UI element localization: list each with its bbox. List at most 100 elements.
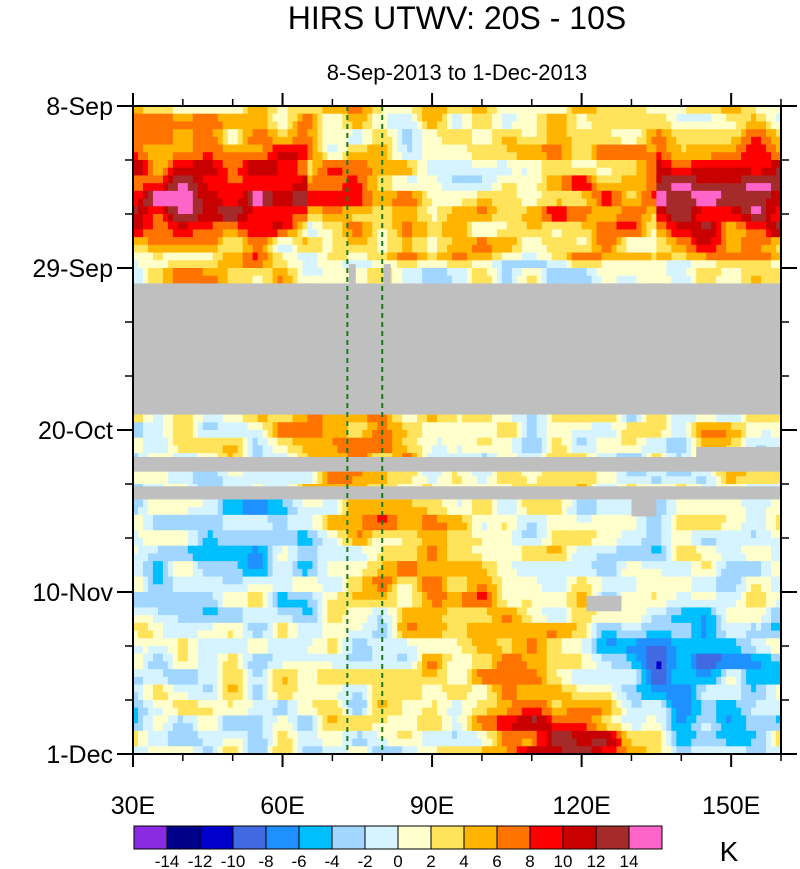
field-cell bbox=[612, 160, 618, 168]
field-cell bbox=[337, 199, 343, 207]
field-cell bbox=[696, 106, 702, 114]
field-cell bbox=[527, 160, 533, 168]
field-cell bbox=[218, 114, 224, 122]
field-cell bbox=[631, 114, 637, 122]
field-cell bbox=[317, 260, 323, 268]
field-cell bbox=[631, 253, 637, 261]
field-cell bbox=[527, 106, 533, 114]
field-cell bbox=[681, 129, 687, 137]
field-cell bbox=[288, 191, 294, 199]
field-cell bbox=[621, 260, 627, 268]
field-cell bbox=[233, 137, 239, 145]
field-cell bbox=[263, 229, 269, 237]
field-cell bbox=[223, 106, 229, 114]
field-cell bbox=[208, 237, 214, 245]
field-cell bbox=[387, 199, 393, 207]
field-cell bbox=[163, 276, 169, 284]
field-cell bbox=[756, 222, 762, 230]
field-cell bbox=[203, 222, 209, 230]
field-cell bbox=[183, 175, 189, 183]
field-cell bbox=[567, 106, 573, 114]
field-cell bbox=[208, 276, 214, 284]
field-cell bbox=[397, 214, 403, 222]
field-cell bbox=[283, 183, 289, 191]
field-cell bbox=[557, 206, 563, 214]
field-cell bbox=[636, 253, 642, 261]
field-cell bbox=[691, 206, 697, 214]
field-cell bbox=[771, 114, 777, 122]
field-cell bbox=[437, 160, 443, 168]
field-cell bbox=[736, 129, 742, 137]
field-cell bbox=[183, 183, 189, 191]
field-cell bbox=[427, 199, 433, 207]
field-cell bbox=[442, 237, 448, 245]
field-cell bbox=[332, 191, 338, 199]
field-cell bbox=[557, 152, 563, 160]
field-cell bbox=[676, 222, 682, 230]
field-cell bbox=[442, 145, 448, 153]
field-cell bbox=[542, 145, 548, 153]
field-cell bbox=[278, 137, 284, 145]
field-cell bbox=[706, 222, 712, 230]
field-cell bbox=[656, 145, 662, 153]
field-cell bbox=[183, 160, 189, 168]
field-cell bbox=[233, 183, 239, 191]
field-cell bbox=[617, 121, 623, 129]
field-cell bbox=[482, 253, 488, 261]
field-cell bbox=[582, 160, 588, 168]
field-cell bbox=[617, 129, 623, 137]
field-cell bbox=[462, 168, 468, 176]
field-cell bbox=[322, 199, 328, 207]
field-cell bbox=[163, 114, 169, 122]
field-cell bbox=[367, 214, 373, 222]
field-cell bbox=[213, 237, 219, 245]
field-cell bbox=[268, 191, 274, 199]
field-cell bbox=[721, 114, 727, 122]
field-cell bbox=[288, 260, 294, 268]
field-cell bbox=[288, 175, 294, 183]
field-cell bbox=[278, 229, 284, 237]
field-cell bbox=[507, 260, 513, 268]
field-cell bbox=[223, 268, 229, 276]
field-cell bbox=[517, 206, 523, 214]
field-cell bbox=[641, 114, 647, 122]
field-cell bbox=[711, 160, 717, 168]
field-cell bbox=[238, 237, 244, 245]
field-cell bbox=[213, 145, 219, 153]
field-cell bbox=[302, 137, 308, 145]
field-cell bbox=[582, 260, 588, 268]
field-cell bbox=[641, 106, 647, 114]
field-cell bbox=[178, 129, 184, 137]
field-cell bbox=[577, 106, 583, 114]
field-cell bbox=[696, 206, 702, 214]
field-cell bbox=[716, 206, 722, 214]
field-cell bbox=[651, 191, 657, 199]
field-cell bbox=[542, 137, 548, 145]
field-cell bbox=[422, 260, 428, 268]
field-cell bbox=[557, 114, 563, 122]
field-cell bbox=[467, 268, 473, 276]
field-cell bbox=[487, 106, 493, 114]
hovmoller-chart: HIRS UTWV: 20S - 10S 8-Sep-2013 to 1-Dec… bbox=[0, 0, 800, 869]
field-cell bbox=[372, 145, 378, 153]
field-cell bbox=[636, 206, 642, 214]
field-cell bbox=[297, 145, 303, 153]
field-cell bbox=[158, 206, 164, 214]
field-cell bbox=[597, 129, 603, 137]
field-cell bbox=[751, 175, 757, 183]
field-cell bbox=[153, 160, 159, 168]
field-cell bbox=[233, 129, 239, 137]
field-cell bbox=[602, 175, 608, 183]
field-cell bbox=[666, 276, 672, 284]
field-cell bbox=[263, 214, 269, 222]
field-cell bbox=[482, 137, 488, 145]
field-cell bbox=[432, 191, 438, 199]
field-cell bbox=[322, 229, 328, 237]
field-cell bbox=[676, 206, 682, 214]
field-cell bbox=[178, 199, 184, 207]
field-cell bbox=[143, 129, 149, 137]
field-cell bbox=[681, 253, 687, 261]
field-cell bbox=[148, 121, 154, 129]
field-cell bbox=[607, 168, 613, 176]
field-cell bbox=[716, 152, 722, 160]
